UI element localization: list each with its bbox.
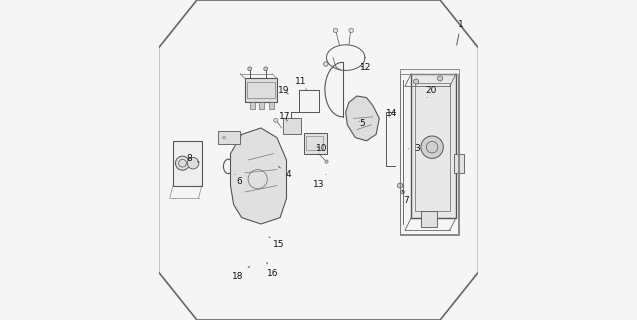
- Circle shape: [333, 28, 338, 33]
- FancyBboxPatch shape: [245, 78, 277, 102]
- Text: 14: 14: [386, 109, 397, 118]
- Text: 6: 6: [234, 174, 242, 186]
- Circle shape: [397, 183, 403, 188]
- Circle shape: [264, 67, 268, 71]
- Circle shape: [438, 76, 443, 81]
- Text: 13: 13: [313, 174, 326, 188]
- Text: 18: 18: [232, 266, 250, 281]
- FancyBboxPatch shape: [455, 154, 464, 173]
- Text: 1: 1: [457, 20, 464, 45]
- FancyBboxPatch shape: [421, 211, 437, 227]
- Text: 20: 20: [426, 86, 437, 98]
- FancyBboxPatch shape: [304, 133, 327, 154]
- Polygon shape: [231, 128, 287, 224]
- Text: 15: 15: [269, 237, 284, 249]
- Text: 12: 12: [360, 63, 371, 72]
- FancyBboxPatch shape: [283, 118, 301, 134]
- Polygon shape: [346, 96, 379, 141]
- FancyBboxPatch shape: [259, 102, 264, 109]
- FancyBboxPatch shape: [218, 131, 240, 144]
- Text: 8: 8: [186, 154, 199, 163]
- Circle shape: [187, 157, 199, 169]
- Circle shape: [401, 190, 404, 194]
- Text: 11: 11: [295, 77, 306, 90]
- Text: 10: 10: [316, 144, 327, 153]
- Circle shape: [248, 67, 252, 71]
- Circle shape: [349, 28, 354, 33]
- Text: 3: 3: [408, 144, 420, 153]
- Circle shape: [413, 79, 419, 84]
- FancyBboxPatch shape: [412, 74, 456, 218]
- Circle shape: [175, 156, 190, 170]
- Text: 5: 5: [359, 119, 364, 128]
- Text: 19: 19: [278, 86, 290, 95]
- Circle shape: [274, 118, 278, 122]
- Text: 17: 17: [278, 112, 290, 121]
- Circle shape: [421, 136, 443, 158]
- Text: 7: 7: [403, 190, 410, 204]
- Circle shape: [324, 62, 328, 66]
- Text: 4: 4: [278, 166, 291, 179]
- FancyBboxPatch shape: [250, 102, 255, 109]
- Text: 16: 16: [267, 262, 279, 278]
- Circle shape: [325, 160, 328, 163]
- FancyBboxPatch shape: [173, 141, 202, 186]
- FancyBboxPatch shape: [269, 102, 274, 109]
